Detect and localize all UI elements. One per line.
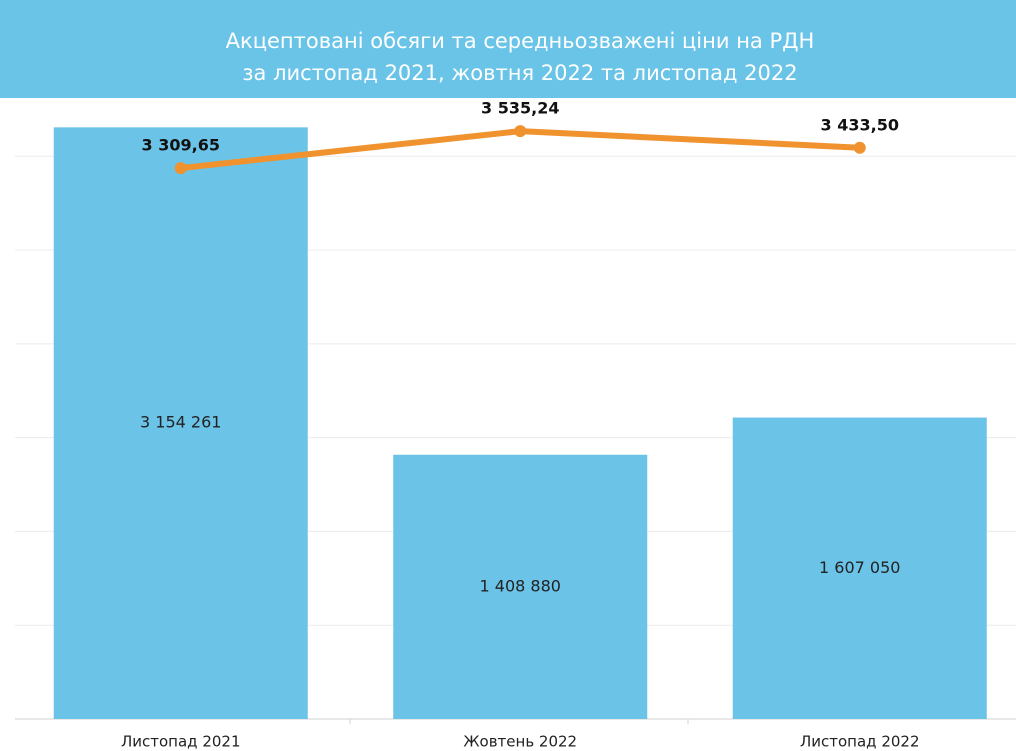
title-band	[0, 0, 1016, 98]
bar-label: 1 607 050	[819, 558, 900, 577]
chart-title: за листопад 2021, жовтня 2022 та листопа…	[242, 61, 797, 85]
line-point	[174, 162, 187, 175]
x-tick-label: Листопад 2022	[800, 733, 920, 751]
bar-label: 1 408 880	[480, 576, 561, 595]
line-point	[514, 125, 527, 138]
bar	[53, 127, 308, 720]
x-tick-label: Жовтень 2022	[463, 733, 577, 751]
line-point	[853, 141, 866, 154]
line-label: 3 433,50	[821, 115, 899, 134]
bar	[393, 454, 648, 719]
x-tick-label: Листопад 2021	[121, 733, 241, 751]
bar	[732, 417, 987, 719]
bar-label: 3 154 261	[140, 413, 221, 432]
line-label: 3 535,24	[481, 99, 559, 118]
chart-title: Акцептовані обсяги та середньозважені ці…	[226, 29, 815, 53]
line-label: 3 309,65	[142, 136, 220, 155]
